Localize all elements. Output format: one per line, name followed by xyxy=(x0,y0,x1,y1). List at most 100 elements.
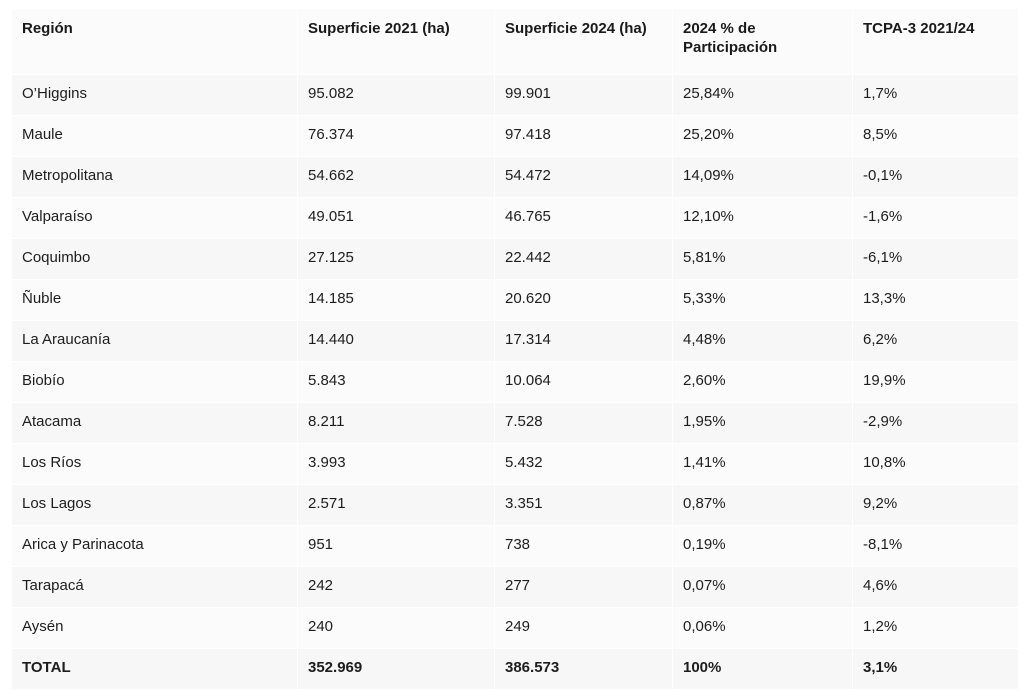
cell-surface-2024: 97.418 xyxy=(495,116,673,157)
cell-surface-2021: 54.662 xyxy=(298,157,495,198)
header-region: Región xyxy=(12,9,298,75)
cell-share-2024: 14,09% xyxy=(673,157,853,198)
cell-surface-2021: 2.571 xyxy=(298,485,495,526)
header-growth-rate: TCPA-3 2021/24 xyxy=(853,9,1018,75)
cell-share-2024: 0,87% xyxy=(673,485,853,526)
cell-growth-rate: 9,2% xyxy=(853,485,1018,526)
cell-surface-2024: 5.432 xyxy=(495,444,673,485)
total-cell-growth-rate: 3,1% xyxy=(853,649,1018,690)
cell-share-2024: 1,41% xyxy=(673,444,853,485)
data-table-container: Región Superficie 2021 (ha) Superficie 2… xyxy=(12,9,1018,690)
table-row: Los Ríos 3.993 5.432 1,41% 10,8% xyxy=(12,444,1018,485)
cell-share-2024: 2,60% xyxy=(673,362,853,403)
table-row: O’Higgins 95.082 99.901 25,84% 1,7% xyxy=(12,75,1018,116)
cell-region: Aysén xyxy=(12,608,298,649)
cell-region: Los Ríos xyxy=(12,444,298,485)
total-cell-surface-2024: 386.573 xyxy=(495,649,673,690)
table-row: Coquimbo 27.125 22.442 5,81% -6,1% xyxy=(12,239,1018,280)
cell-region: Coquimbo xyxy=(12,239,298,280)
cell-share-2024: 25,84% xyxy=(673,75,853,116)
cell-share-2024: 4,48% xyxy=(673,321,853,362)
cell-share-2024: 0,06% xyxy=(673,608,853,649)
cell-surface-2024: 10.064 xyxy=(495,362,673,403)
cell-share-2024: 25,20% xyxy=(673,116,853,157)
cell-growth-rate: 13,3% xyxy=(853,280,1018,321)
cell-share-2024: 1,95% xyxy=(673,403,853,444)
table-row: Arica y Parinacota 951 738 0,19% -8,1% xyxy=(12,526,1018,567)
cell-surface-2021: 242 xyxy=(298,567,495,608)
cell-growth-rate: 1,7% xyxy=(853,75,1018,116)
cell-surface-2021: 951 xyxy=(298,526,495,567)
table-row: Atacama 8.211 7.528 1,95% -2,9% xyxy=(12,403,1018,444)
cell-surface-2021: 95.082 xyxy=(298,75,495,116)
cell-growth-rate: -1,6% xyxy=(853,198,1018,239)
cell-surface-2024: 17.314 xyxy=(495,321,673,362)
cell-growth-rate: 6,2% xyxy=(853,321,1018,362)
cell-region: La Araucanía xyxy=(12,321,298,362)
cell-growth-rate: 4,6% xyxy=(853,567,1018,608)
cell-surface-2024: 99.901 xyxy=(495,75,673,116)
table-body: O’Higgins 95.082 99.901 25,84% 1,7% Maule 76.3… xyxy=(12,75,1018,690)
cell-surface-2024: 3.351 xyxy=(495,485,673,526)
cell-growth-rate: 10,8% xyxy=(853,444,1018,485)
cell-surface-2024: 7.528 xyxy=(495,403,673,444)
table-row: Los Lagos 2.571 3.351 0,87% 9,2% xyxy=(12,485,1018,526)
cell-surface-2024: 54.472 xyxy=(495,157,673,198)
cell-region: Valparaíso xyxy=(12,198,298,239)
cell-region: O’Higgins xyxy=(12,75,298,116)
cell-surface-2021: 240 xyxy=(298,608,495,649)
cell-surface-2024: 22.442 xyxy=(495,239,673,280)
cell-region: Maule xyxy=(12,116,298,157)
table-row: Metropolitana 54.662 54.472 14,09% -0,1% xyxy=(12,157,1018,198)
cell-growth-rate: 1,2% xyxy=(853,608,1018,649)
cell-share-2024: 0,19% xyxy=(673,526,853,567)
table-row: Valparaíso 49.051 46.765 12,10% -1,6% xyxy=(12,198,1018,239)
total-cell-region: TOTAL xyxy=(12,649,298,690)
table-row: La Araucanía 14.440 17.314 4,48% 6,2% xyxy=(12,321,1018,362)
table-header: Región Superficie 2021 (ha) Superficie 2… xyxy=(12,9,1018,75)
cell-surface-2021: 8.211 xyxy=(298,403,495,444)
cell-region: Biobío xyxy=(12,362,298,403)
cell-region: Los Lagos xyxy=(12,485,298,526)
total-cell-surface-2021: 352.969 xyxy=(298,649,495,690)
cell-surface-2024: 738 xyxy=(495,526,673,567)
cell-surface-2021: 5.843 xyxy=(298,362,495,403)
cell-surface-2024: 46.765 xyxy=(495,198,673,239)
table-row: Tarapacá 242 277 0,07% 4,6% xyxy=(12,567,1018,608)
cell-growth-rate: -0,1% xyxy=(853,157,1018,198)
cell-region: Atacama xyxy=(12,403,298,444)
cell-surface-2021: 3.993 xyxy=(298,444,495,485)
cell-surface-2021: 49.051 xyxy=(298,198,495,239)
cell-surface-2021: 14.185 xyxy=(298,280,495,321)
cell-growth-rate: -2,9% xyxy=(853,403,1018,444)
cell-growth-rate: 19,9% xyxy=(853,362,1018,403)
cell-surface-2024: 20.620 xyxy=(495,280,673,321)
cell-share-2024: 5,81% xyxy=(673,239,853,280)
header-surface-2021: Superficie 2021 (ha) xyxy=(298,9,495,75)
cell-surface-2024: 249 xyxy=(495,608,673,649)
header-row: Región Superficie 2021 (ha) Superficie 2… xyxy=(12,9,1018,75)
table-row: Biobío 5.843 10.064 2,60% 19,9% xyxy=(12,362,1018,403)
cell-surface-2024: 277 xyxy=(495,567,673,608)
total-row: TOTAL 352.969 386.573 100% 3,1% xyxy=(12,649,1018,690)
cell-share-2024: 5,33% xyxy=(673,280,853,321)
cell-surface-2021: 76.374 xyxy=(298,116,495,157)
cell-growth-rate: 8,5% xyxy=(853,116,1018,157)
cell-surface-2021: 14.440 xyxy=(298,321,495,362)
cell-surface-2021: 27.125 xyxy=(298,239,495,280)
cell-share-2024: 0,07% xyxy=(673,567,853,608)
cell-region: Ñuble xyxy=(12,280,298,321)
cell-region: Arica y Parinacota xyxy=(12,526,298,567)
total-cell-share-2024: 100% xyxy=(673,649,853,690)
header-surface-2024: Superficie 2024 (ha) xyxy=(495,9,673,75)
surface-by-region-table: Región Superficie 2021 (ha) Superficie 2… xyxy=(12,9,1018,690)
table-row: Aysén 240 249 0,06% 1,2% xyxy=(12,608,1018,649)
cell-share-2024: 12,10% xyxy=(673,198,853,239)
cell-growth-rate: -6,1% xyxy=(853,239,1018,280)
header-share-2024: 2024 % de Participación xyxy=(673,9,853,75)
cell-region: Metropolitana xyxy=(12,157,298,198)
cell-region: Tarapacá xyxy=(12,567,298,608)
cell-growth-rate: -8,1% xyxy=(853,526,1018,567)
table-row: Ñuble 14.185 20.620 5,33% 13,3% xyxy=(12,280,1018,321)
table-row: Maule 76.374 97.418 25,20% 8,5% xyxy=(12,116,1018,157)
